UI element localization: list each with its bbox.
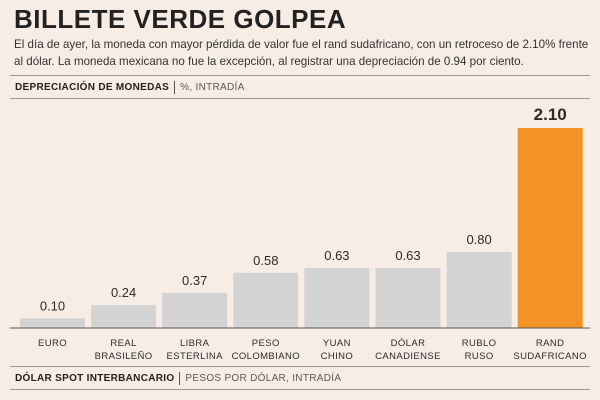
bar-6 — [446, 251, 512, 328]
section-header-spot: DÓLAR SPOT INTERBANCARIO PESOS POR DÓLAR… — [10, 366, 590, 390]
bar-0 — [20, 318, 85, 328]
section-heading: DEPRECIACIÓN DE MONEDAS — [15, 81, 170, 93]
category-label: CHINO — [321, 351, 354, 362]
category-label: DÓLAR — [391, 338, 426, 349]
category-label: SUDAFRICANO — [513, 351, 587, 362]
category-label: COLOMBIANO — [232, 351, 300, 362]
page-description: El día de ayer, la moneda con mayor pérd… — [14, 38, 589, 68]
section-divider — [174, 80, 176, 94]
category-label: REAL — [110, 338, 136, 349]
section-divider — [179, 371, 181, 385]
category-label: ESTERLINA — [166, 351, 223, 362]
bar-value-label: 0.37 — [182, 273, 207, 288]
bar-value-label: 2.10 — [534, 105, 567, 124]
category-label: EURO — [38, 338, 67, 349]
bar-value-label: 0.63 — [395, 248, 420, 263]
bar-value-label: 0.10 — [40, 298, 65, 313]
bar-5 — [375, 268, 441, 328]
bar-value-label: 0.63 — [324, 248, 349, 263]
section-header-depreciation: DEPRECIACIÓN DE MONEDAS %, INTRADÍA — [10, 75, 590, 99]
bar-value-label: 0.58 — [253, 253, 278, 268]
bar-1 — [91, 305, 157, 328]
section-subtitle: PESOS POR DÓLAR, INTRADÍA — [185, 372, 342, 384]
category-label: RUBLO — [462, 338, 497, 349]
bar-4 — [304, 268, 370, 328]
category-label: RAND — [536, 338, 565, 349]
page-title: BILLETE VERDE GOLPEA — [14, 4, 347, 34]
bar-3 — [233, 272, 299, 328]
category-label: BRASILEÑO — [95, 351, 153, 362]
bar-7 — [517, 128, 583, 328]
category-label: PESO — [252, 338, 280, 349]
category-label: YUAN — [323, 338, 351, 349]
category-label: CANADIENSE — [375, 351, 441, 362]
section-subtitle: %, INTRADÍA — [180, 81, 245, 93]
bar-value-label: 0.80 — [466, 232, 491, 247]
category-label: RUSO — [465, 351, 494, 362]
bar-value-label: 0.24 — [111, 285, 136, 300]
section-heading: DÓLAR SPOT INTERBANCARIO — [15, 372, 175, 384]
category-label: LIBRA — [180, 338, 210, 349]
bar-2 — [162, 292, 228, 328]
